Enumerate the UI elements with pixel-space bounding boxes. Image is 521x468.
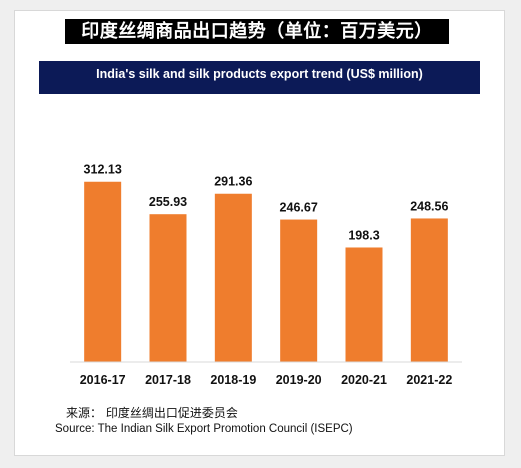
x-tick-label-2017-18: 2017-18 [145,373,191,387]
x-tick-label-2021-22: 2021-22 [406,373,452,387]
labels-layer: 312.13 2016-17 255.93 2017-18 291.36 2018-19 2… [80,163,453,387]
data-label-2018-19: 291.36 [214,175,252,189]
bars-layer [84,181,448,362]
data-label-2019-20: 246.67 [280,201,318,215]
source-note-en: Source: The Indian Silk Export Promotion… [55,423,353,435]
chart-title-en: India's silk and silk products export tr… [96,67,423,81]
source-note-cn: 来源： 印度丝绸出口促进委员会 [66,406,238,420]
x-tick-label-2019-20: 2019-20 [276,373,322,387]
bar-2020-21 [345,247,383,362]
bar-2021-22 [410,218,448,362]
chart-title-cn: 印度丝绸商品出口趋势（单位：百万美元） [65,19,449,44]
bar-2018-19 [214,193,252,362]
x-tick-label-2018-19: 2018-19 [210,373,256,387]
data-label-2016-17: 312.13 [84,163,122,177]
bar-2016-17 [84,181,122,362]
data-label-2017-18: 255.93 [149,195,187,209]
bar-2017-18 [149,214,187,362]
chart-title-bar: India's silk and silk products export tr… [39,61,480,94]
data-label-2020-21: 198.3 [348,228,379,242]
bar-2019-20 [280,219,318,362]
data-label-2021-22: 248.56 [410,199,448,213]
x-tick-label-2020-21: 2020-21 [341,373,387,387]
x-tick-label-2016-17: 2016-17 [80,373,126,387]
